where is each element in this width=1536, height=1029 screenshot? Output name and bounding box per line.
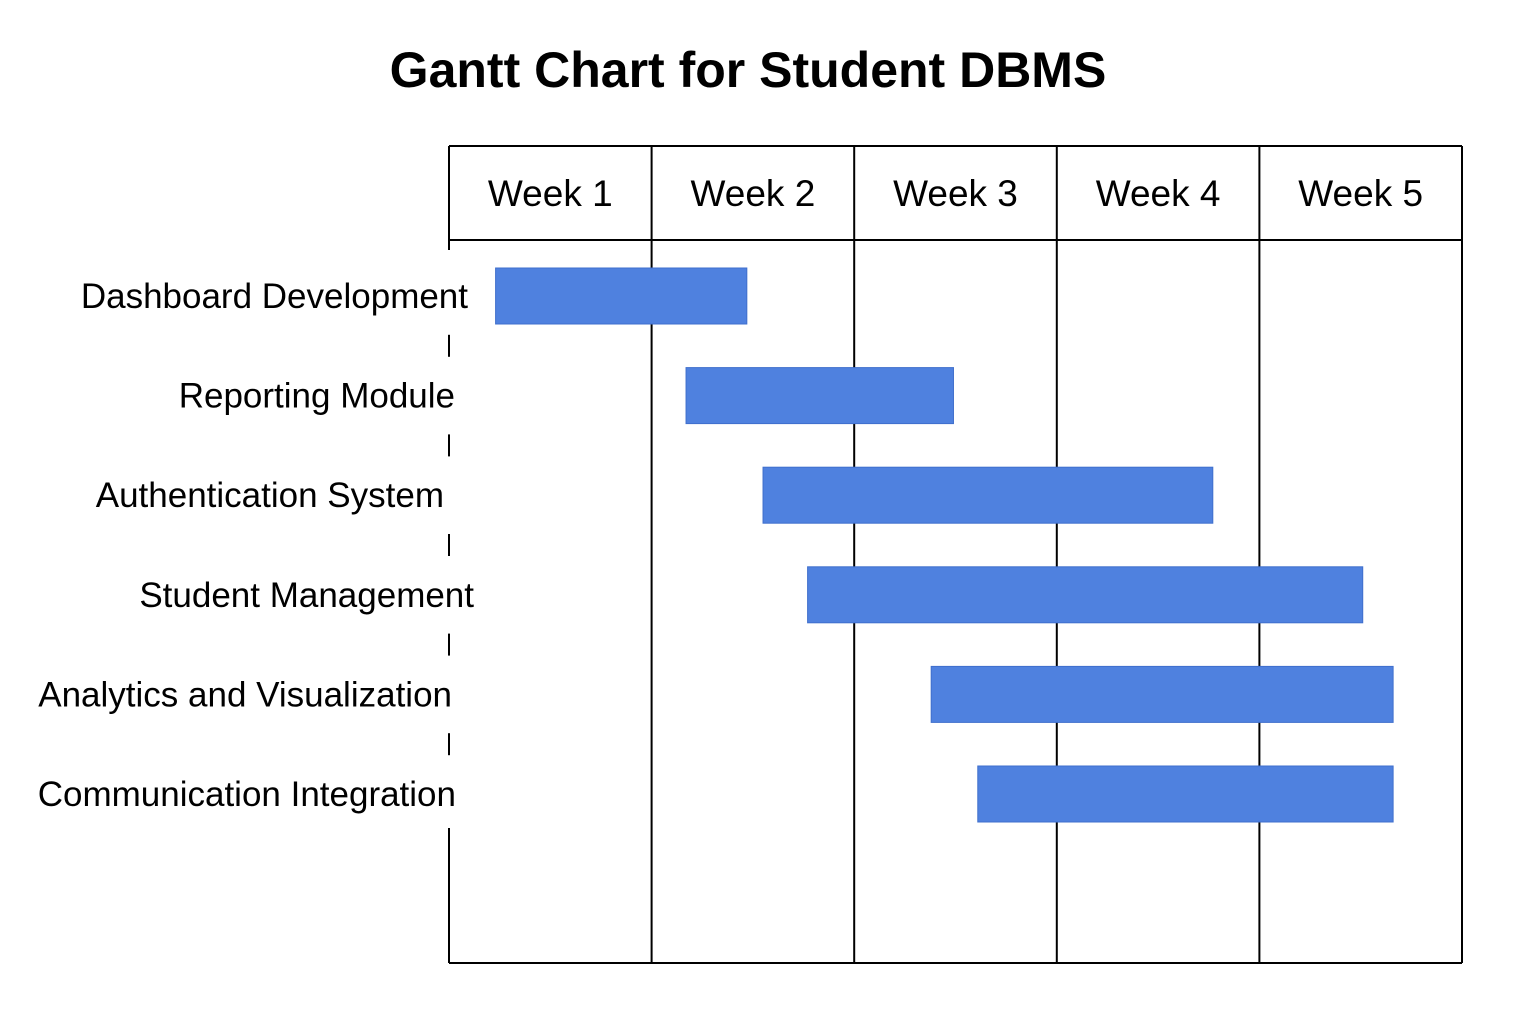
- task-bar: [930, 665, 1394, 723]
- task-bar: [807, 566, 1364, 624]
- week-label: Week 5: [1298, 173, 1423, 214]
- task-label: Communication Integration: [38, 775, 456, 814]
- task-bar: [495, 267, 748, 325]
- task-label: Reporting Module: [179, 377, 455, 416]
- task-label: Analytics and Visualization: [38, 675, 452, 714]
- task-bar: [762, 466, 1214, 524]
- week-header: Week 1 Week 2 Week 3 Week 4 Week 5: [488, 173, 1423, 214]
- task-bars: [495, 267, 1394, 823]
- task-label: Dashboard Development: [81, 277, 468, 316]
- week-label: Week 1: [488, 173, 613, 214]
- task-bar: [685, 367, 954, 425]
- task-labels: Dashboard Development Reporting Module Aut…: [38, 277, 475, 814]
- task-label: Authentication System: [96, 476, 444, 515]
- task-bar: [977, 765, 1394, 823]
- task-label: Student Management: [139, 576, 474, 615]
- week-label: Week 4: [1096, 173, 1221, 214]
- week-label: Week 3: [893, 173, 1018, 214]
- chart-title: Gantt Chart for Student DBMS: [390, 42, 1107, 98]
- week-label: Week 2: [691, 173, 816, 214]
